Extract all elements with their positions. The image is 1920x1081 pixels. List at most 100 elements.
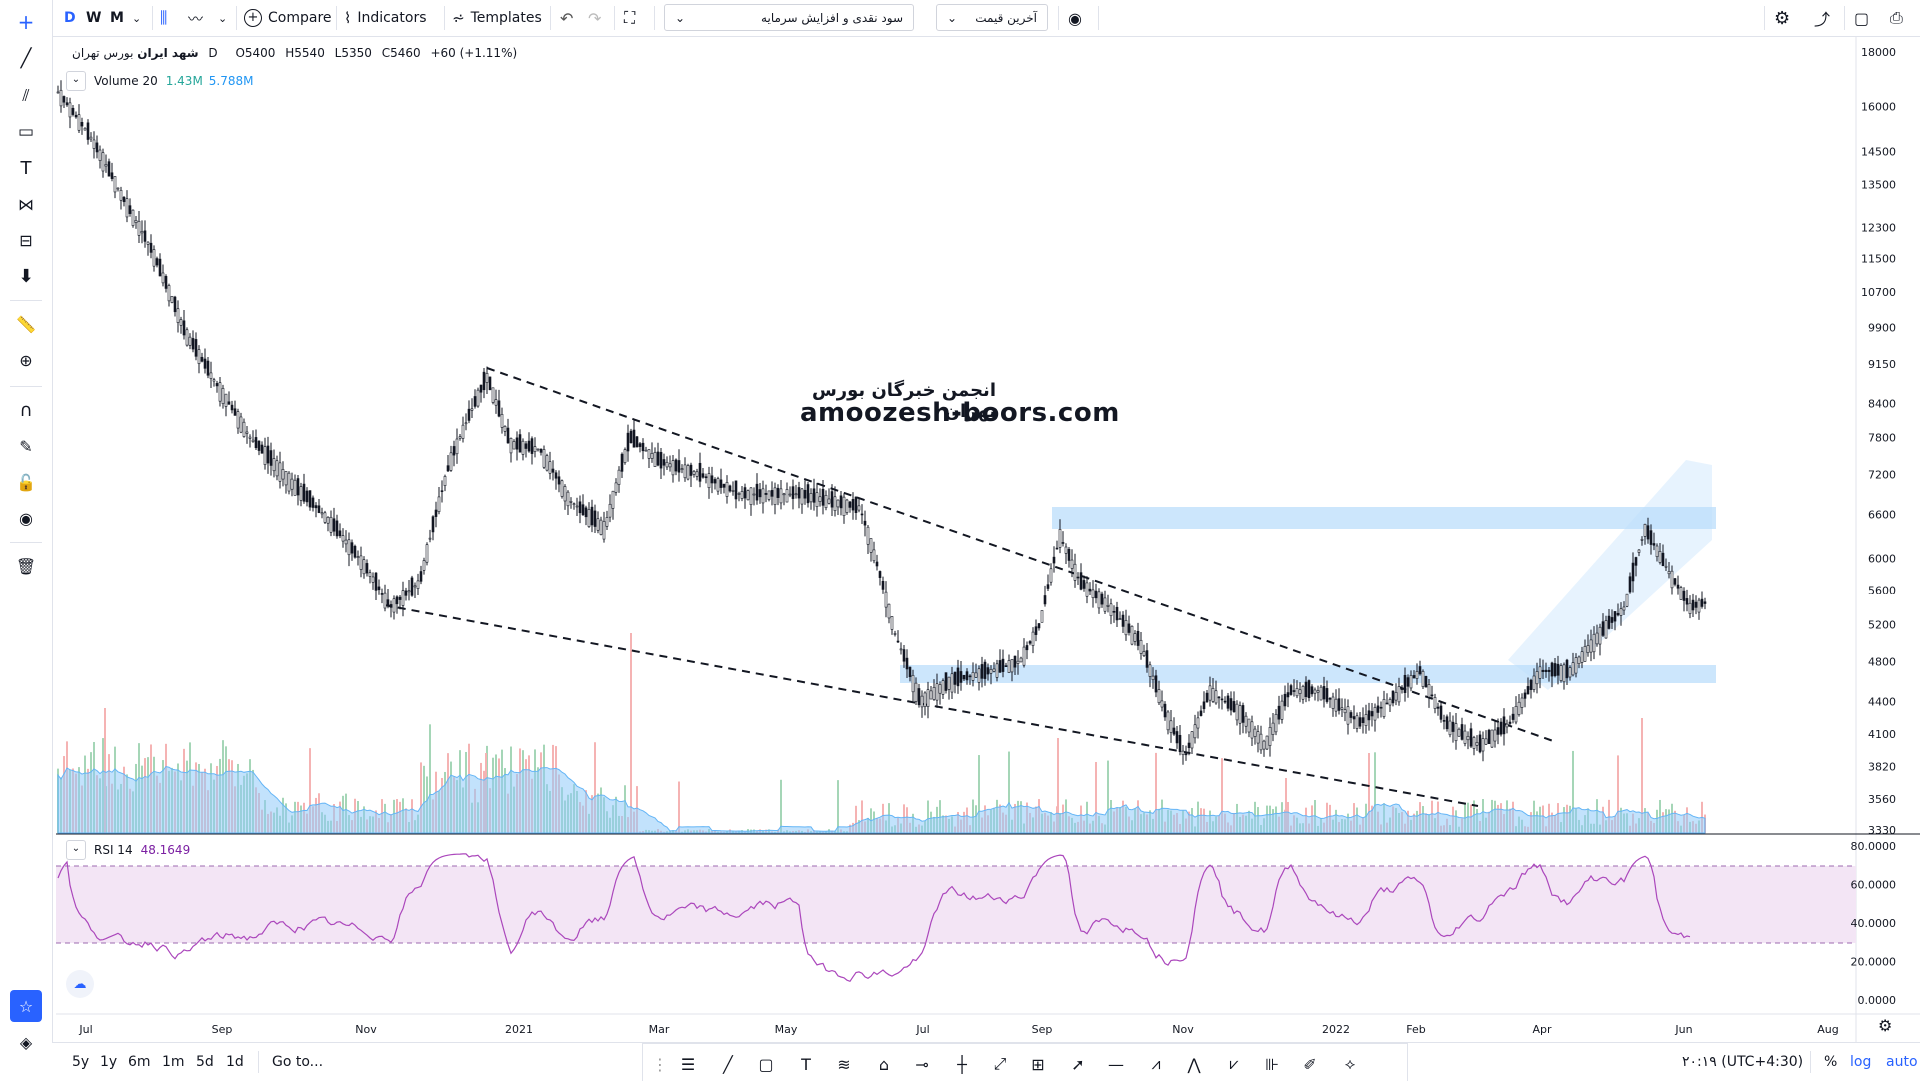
forecast-icon[interactable]: ⊪ bbox=[1265, 1054, 1279, 1074]
log-scale-toggle[interactable]: log bbox=[1850, 1054, 1872, 1070]
collapse-volume-icon[interactable]: ⌄ bbox=[66, 71, 86, 91]
candle-body bbox=[1196, 717, 1200, 729]
trash-icon[interactable]: 🗑 bbox=[15, 556, 37, 576]
candle-body bbox=[728, 485, 732, 492]
brush-icon[interactable]: ✐ bbox=[1303, 1054, 1317, 1074]
magnet-icon[interactable]: ∩ bbox=[19, 399, 33, 421]
interval-d[interactable]: D bbox=[64, 10, 76, 26]
timezone-clock[interactable]: ۲۰:۱۹ (UTC+4:30) bbox=[1682, 1054, 1804, 1070]
candle-style-icon[interactable]: ⫼ bbox=[160, 8, 168, 27]
eye-icon[interactable]: ◉ bbox=[1068, 8, 1082, 28]
range-6m[interactable]: 6m bbox=[128, 1054, 151, 1070]
pencil-lock-icon[interactable]: ✎ bbox=[19, 436, 33, 456]
text-icon[interactable]: T bbox=[20, 157, 32, 179]
rectangle-icon[interactable]: ▭ bbox=[17, 122, 35, 142]
arrow-tool-icon[interactable]: ➚ bbox=[1071, 1054, 1085, 1074]
prediction-icon[interactable]: ⊟ bbox=[19, 230, 33, 250]
candle-body bbox=[722, 483, 726, 488]
candle-body bbox=[1640, 539, 1644, 541]
abcde-pattern-icon[interactable]: ⩗ bbox=[1229, 1054, 1239, 1073]
fib-tool-icon[interactable]: ≋ bbox=[837, 1054, 851, 1074]
pattern-icon[interactable]: ⋈ bbox=[18, 194, 34, 214]
interval-w[interactable]: W bbox=[86, 10, 102, 26]
volume-bar bbox=[1057, 738, 1059, 833]
collapse-rsi-icon[interactable]: ⌄ bbox=[66, 840, 86, 860]
interval-m[interactable]: M bbox=[110, 10, 124, 26]
dividend-dropdown[interactable]: ⌄ سود نقدی و افزایش سرمایه bbox=[664, 4, 914, 31]
auto-scale-toggle[interactable]: auto bbox=[1886, 1054, 1918, 1070]
candle-body bbox=[434, 509, 438, 517]
horizontal-line-icon[interactable]: — bbox=[1108, 1054, 1124, 1074]
candle-body bbox=[767, 490, 771, 500]
candle-body bbox=[1010, 658, 1014, 673]
undo-icon[interactable]: ↶ bbox=[560, 8, 574, 28]
line-style-icon[interactable]: 〰 bbox=[188, 9, 204, 28]
elliott-wave-icon[interactable]: ⩘ bbox=[1151, 1054, 1161, 1073]
abc-pattern-icon[interactable]: ⋀ bbox=[1187, 1054, 1201, 1074]
pitchfork-icon[interactable]: ⫽ bbox=[22, 86, 30, 105]
fullscreen-icon[interactable]: ⛶ bbox=[624, 8, 636, 27]
xabcd-pattern-icon[interactable]: ⟡ bbox=[1344, 1054, 1356, 1073]
compare-button[interactable]: + Compare bbox=[244, 0, 332, 36]
drag-handle-icon[interactable]: ⋮ bbox=[652, 1054, 668, 1074]
candle-body bbox=[527, 440, 531, 452]
callout-tool-icon[interactable]: ⌂ bbox=[878, 1054, 890, 1074]
trend-line-tool-icon[interactable]: ╱ bbox=[723, 1054, 733, 1074]
range-1m[interactable]: 1m bbox=[162, 1054, 185, 1070]
candle-body bbox=[587, 509, 591, 527]
layers-icon[interactable]: ◈ bbox=[19, 1032, 33, 1052]
ruler-icon[interactable]: 📏 bbox=[16, 314, 36, 334]
crosshair-icon[interactable]: + bbox=[17, 10, 35, 34]
candle-body bbox=[1664, 565, 1668, 568]
candle-body bbox=[470, 408, 474, 411]
indicators-button[interactable]: ⌇ Indicators bbox=[344, 0, 427, 36]
range-1y[interactable]: 1y bbox=[100, 1054, 118, 1070]
candle-body bbox=[536, 448, 540, 451]
range-5d[interactable]: 5d bbox=[196, 1054, 214, 1070]
star-favorite-icon[interactable]: ☆ bbox=[10, 990, 42, 1022]
candle-body bbox=[95, 142, 99, 153]
candle-body bbox=[1703, 601, 1707, 604]
chart-style-dropdown-icon[interactable]: ⌄ bbox=[218, 11, 228, 25]
interval-dropdown-icon[interactable]: ⌄ bbox=[132, 11, 142, 25]
text-tool-icon[interactable]: T bbox=[801, 1054, 811, 1074]
candle-body bbox=[1304, 681, 1308, 698]
candle-body bbox=[539, 448, 543, 453]
horizontal-ray-icon[interactable]: ⊸ bbox=[915, 1054, 929, 1074]
candle-body bbox=[1292, 690, 1296, 692]
share-icon[interactable]: ⤴ bbox=[1814, 10, 1831, 29]
horizontal-lines-icon[interactable]: ☰ bbox=[680, 1054, 696, 1074]
candle-body bbox=[551, 468, 555, 473]
range-1d[interactable]: 1d bbox=[226, 1054, 244, 1070]
candle-body bbox=[692, 471, 696, 475]
camera-icon[interactable]: ⎙ bbox=[1890, 8, 1903, 27]
time-axis-settings-icon[interactable]: ⚙ bbox=[1878, 1016, 1893, 1035]
volume-bar bbox=[1095, 761, 1097, 833]
symbol-name[interactable]: شهد ایران bbox=[137, 46, 199, 60]
position-tool-icon[interactable]: ⊞ bbox=[1031, 1054, 1045, 1074]
zoom-in-icon[interactable]: ⊕ bbox=[19, 350, 33, 370]
eye-visibility-icon[interactable]: ◉ bbox=[19, 508, 33, 528]
candle-body bbox=[1331, 696, 1335, 709]
price-type-dropdown[interactable]: ⌄ آخرین قیمت bbox=[936, 4, 1048, 31]
layout-icon[interactable]: ▢ bbox=[1854, 8, 1870, 28]
candle-body bbox=[581, 504, 585, 516]
rectangle-tool-icon[interactable]: ▢ bbox=[758, 1054, 774, 1074]
candle-body bbox=[1061, 542, 1065, 544]
goto-button[interactable]: Go to... bbox=[272, 1054, 324, 1070]
cross-line-icon[interactable]: ┼ bbox=[957, 1054, 967, 1074]
tradingview-logo-icon[interactable]: ☁ bbox=[66, 970, 94, 998]
percent-scale-toggle[interactable]: % bbox=[1824, 1054, 1838, 1070]
redo-icon[interactable]: ↷ bbox=[588, 8, 602, 28]
extended-line-icon[interactable]: ⤢ bbox=[993, 1054, 1007, 1073]
trendline-icon[interactable]: ╱ bbox=[20, 47, 32, 69]
range-5y[interactable]: 5y bbox=[72, 1054, 90, 1070]
candle-body bbox=[542, 449, 546, 468]
candle-body bbox=[491, 387, 495, 403]
settings-gear-icon[interactable]: ⚙ bbox=[1774, 7, 1791, 29]
templates-button[interactable]: ⩫ Templates bbox=[452, 0, 542, 36]
lock-icon[interactable]: 🔓 bbox=[16, 472, 36, 492]
candle-body bbox=[704, 476, 708, 479]
arrow-down-icon[interactable]: ⬇ bbox=[18, 265, 34, 287]
